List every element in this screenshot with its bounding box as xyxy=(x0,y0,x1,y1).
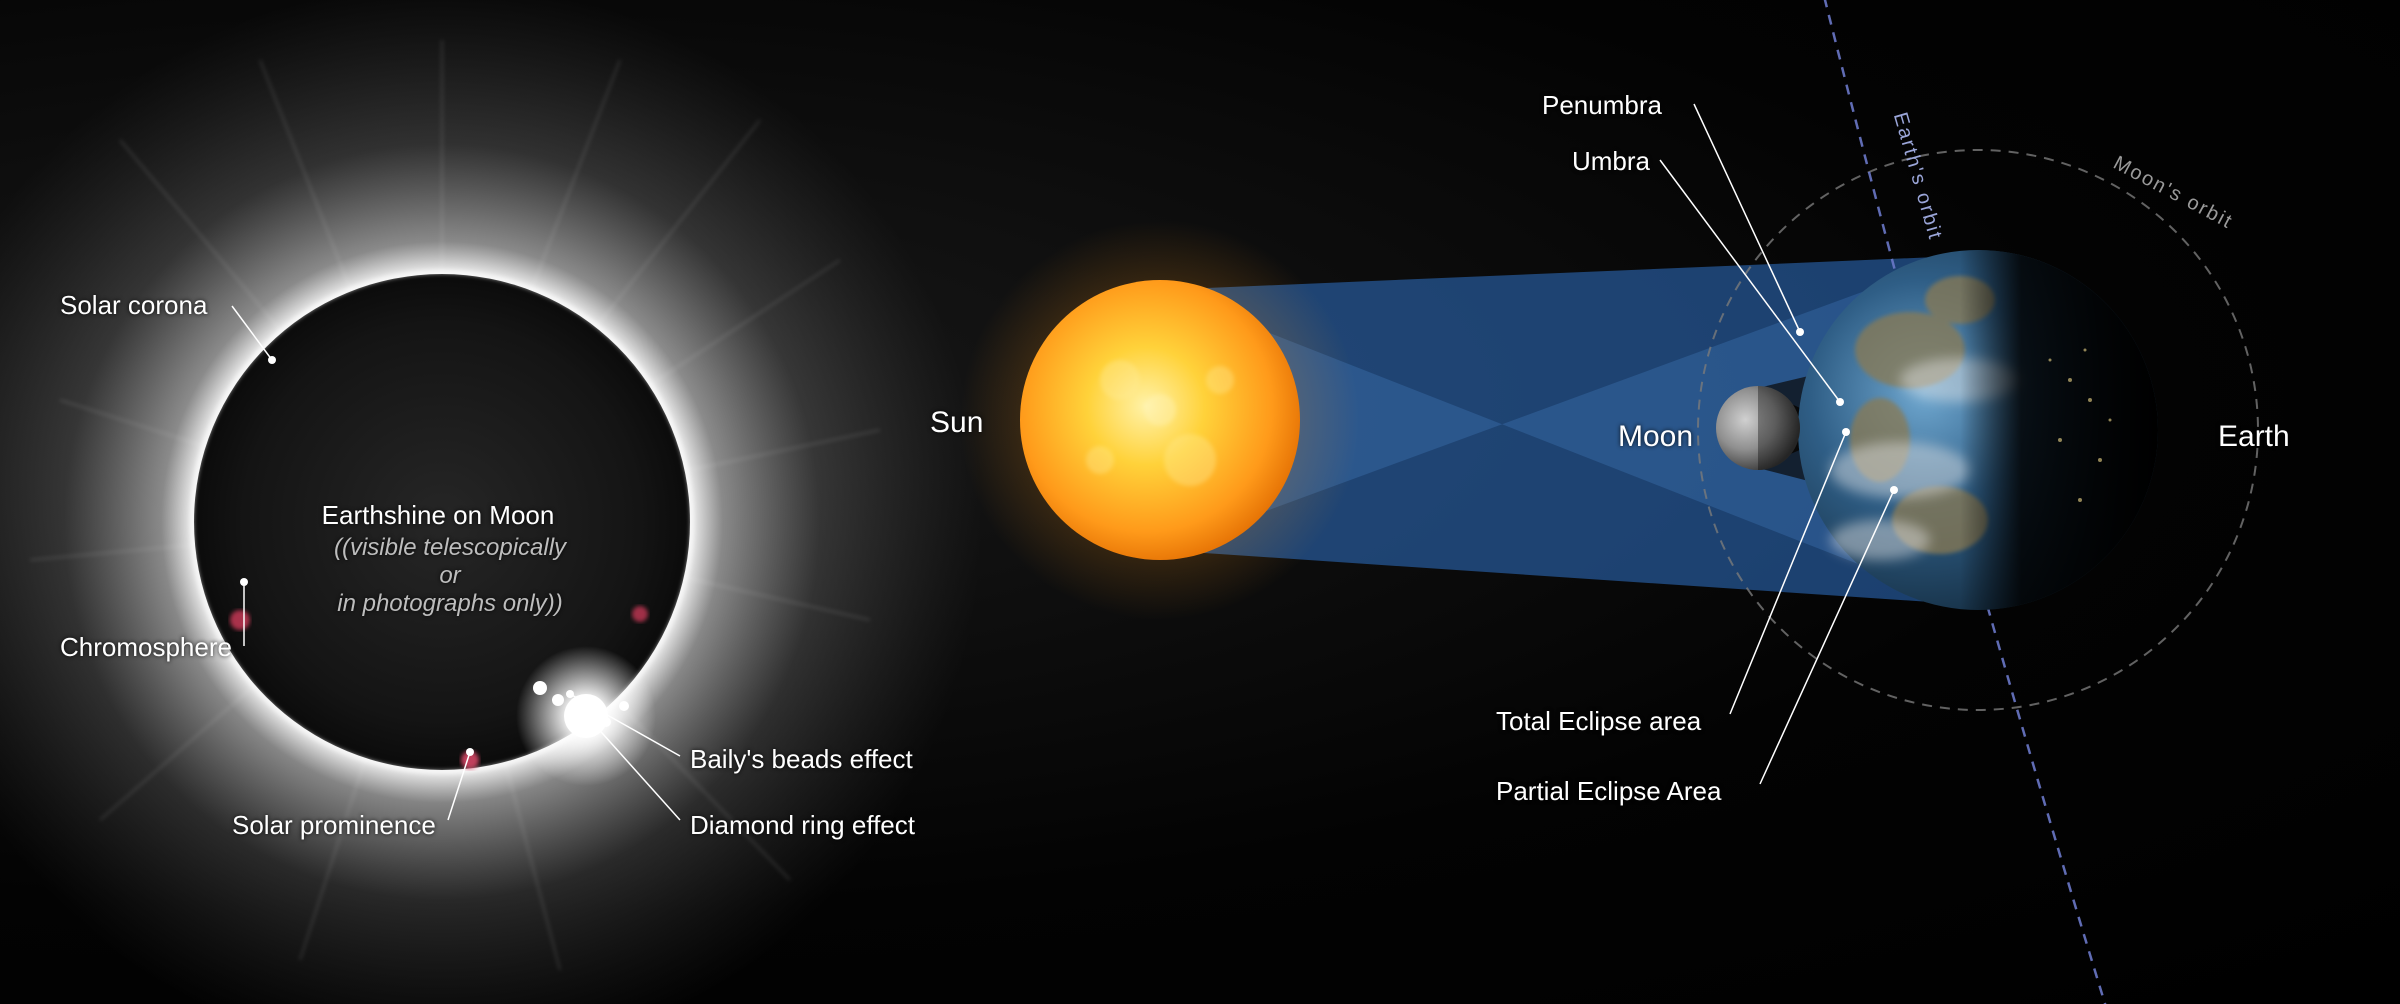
label-earth: Earth xyxy=(2218,420,2290,454)
label-solar-corona: Solar corona xyxy=(60,290,207,321)
label-baily-beads: Baily's beads effect xyxy=(690,744,913,775)
label-moon: Moon xyxy=(1618,420,1693,454)
label-sun: Sun xyxy=(930,406,983,440)
label-total-eclipse: Total Eclipse area xyxy=(1496,706,1701,737)
label-solar-prominence: Solar prominence xyxy=(232,810,436,841)
label-earthshine: Earthshine on Moon xyxy=(308,500,568,531)
label-earthshine-sub: ((visible telescopically orin photograph… xyxy=(320,534,580,618)
label-penumbra: Penumbra xyxy=(1542,90,1662,121)
label-umbra: Umbra xyxy=(1572,146,1650,177)
label-chromosphere: Chromosphere xyxy=(60,632,232,663)
label-partial-eclipse: Partial Eclipse Area xyxy=(1496,776,1721,807)
earth-body xyxy=(1798,250,2158,610)
label-diamond-ring: Diamond ring effect xyxy=(690,810,915,841)
